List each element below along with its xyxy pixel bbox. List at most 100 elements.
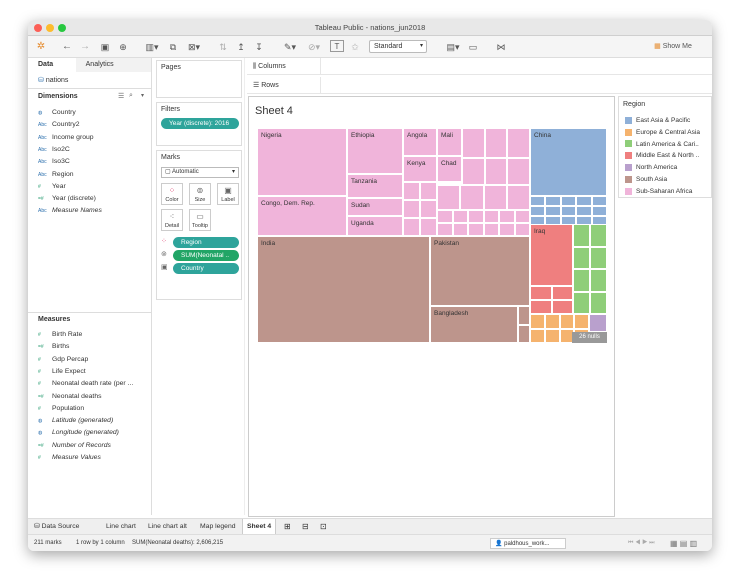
dimension-field[interactable]: Abc Iso3C — [38, 156, 70, 167]
treemap-cell-ethiopia[interactable]: Ethiopia — [347, 128, 403, 174]
user-menu[interactable]: 👤 paldhous_work... — [490, 538, 566, 549]
legend-item[interactable]: East Asia & Pacific — [625, 115, 690, 126]
treemap-cell-bangladesh[interactable]: Bangladesh — [430, 306, 518, 343]
columns-shelf[interactable]: ⫼ Columns — [247, 58, 712, 75]
measure-field[interactable]: =# Births — [38, 341, 69, 352]
highlight-icon[interactable]: ✎▾ — [283, 42, 297, 52]
treemap-cell-china[interactable]: China — [530, 128, 607, 196]
share-icon[interactable]: ⋈ — [496, 42, 506, 52]
treemap-cell[interactable] — [499, 210, 515, 223]
chevron-down-icon[interactable]: ▾ — [141, 93, 145, 99]
treemap-cell[interactable] — [518, 306, 530, 325]
measure-field[interactable]: =# Neonatal deaths — [38, 391, 102, 402]
treemap-cell[interactable] — [573, 291, 590, 314]
view-toggle-icon[interactable]: ☰ — [118, 93, 125, 100]
treemap-cell[interactable] — [530, 314, 545, 329]
sort-descending-icon[interactable]: ↧ — [255, 42, 263, 52]
treemap-cell[interactable] — [545, 196, 561, 206]
forward-icon[interactable]: → — [80, 41, 90, 52]
treemap-cell[interactable] — [530, 196, 546, 206]
dimension-field[interactable]: Abc Country2 — [38, 119, 80, 130]
legend-item[interactable]: Europe & Central Asia — [625, 127, 700, 138]
treemap-cell[interactable] — [403, 200, 420, 218]
legend-item[interactable]: North America — [625, 162, 677, 173]
sum-neonatal-pill[interactable]: SUM(Neonatal .. — [173, 250, 239, 261]
new-datasource-icon[interactable]: ⊕ — [119, 42, 127, 52]
treemap-cell[interactable] — [560, 196, 577, 206]
treemap-cell[interactable] — [403, 218, 420, 236]
tab-data-source[interactable]: ⛁ Data Source — [30, 519, 83, 535]
treemap-cell-uganda[interactable]: Uganda — [347, 216, 403, 236]
treemap-cell[interactable] — [576, 196, 592, 206]
country-pill[interactable]: Country — [173, 263, 239, 274]
legend-item[interactable]: South Asia — [625, 174, 667, 185]
show-me-button[interactable]: ▦ Show Me — [648, 40, 698, 54]
treemap-cell[interactable] — [420, 182, 437, 200]
tab-analytics[interactable]: Analytics — [75, 58, 151, 72]
treemap-cell[interactable] — [484, 158, 508, 185]
treemap-cell[interactable] — [591, 196, 607, 206]
treemap-cell[interactable] — [545, 206, 561, 216]
dimension-field[interactable]: Abc Iso2C — [38, 144, 70, 155]
dimension-field[interactable]: =# Year (discrete) — [38, 193, 96, 204]
group-icon[interactable]: ⊘▾ — [307, 42, 321, 52]
measure-field[interactable]: # Gdp Percap — [38, 354, 88, 365]
duplicate-sheet-icon[interactable]: ⧉ — [169, 42, 177, 52]
dimension-field[interactable]: # Year — [38, 181, 66, 192]
measure-field[interactable]: # Birth Rate — [38, 329, 82, 340]
treemap-cell[interactable] — [483, 210, 499, 223]
treemap-cell[interactable] — [514, 210, 530, 223]
treemap-cell[interactable] — [551, 286, 573, 300]
treemap-cell[interactable] — [518, 324, 530, 343]
treemap-cell[interactable] — [452, 223, 468, 236]
sheet-sorter-icon[interactable]: ▦ ▤ ▥ — [670, 539, 698, 548]
treemap-cell[interactable] — [551, 300, 573, 314]
filters-card[interactable]: Filters Year (discrete): 2016 — [156, 102, 242, 146]
fix-axes-icon[interactable]: ✩ — [351, 42, 359, 52]
treemap-cell[interactable] — [530, 328, 545, 343]
mark-type-select[interactable]: ▢ Automatic ▾ — [161, 167, 239, 178]
treemap-cell-kenya[interactable]: Kenya — [403, 156, 437, 182]
region-pill[interactable]: Region — [173, 237, 239, 248]
measure-field[interactable]: # Neonatal death rate (per ... — [38, 378, 133, 389]
treemap-cell[interactable] — [437, 185, 461, 210]
treemap-cell[interactable] — [590, 269, 607, 292]
legend-item[interactable]: Middle East & North .. — [625, 150, 699, 161]
new-worksheet-icon[interactable]: ▥▾ — [145, 42, 159, 52]
tab-map-legend[interactable]: Map legend — [200, 523, 236, 530]
measure-field[interactable]: # Measure Values — [38, 452, 101, 463]
treemap-cell-tanzania[interactable]: Tanzania — [347, 174, 403, 198]
treemap-cell[interactable] — [559, 314, 575, 329]
label-button[interactable]: ▣ Label — [217, 183, 239, 205]
treemap-cell-angola[interactable]: Angola — [403, 128, 437, 156]
treemap-cell[interactable] — [589, 314, 607, 332]
legend-item[interactable]: Sub-Saharan Africa — [625, 186, 692, 197]
back-icon[interactable]: ← — [62, 41, 72, 52]
detail-button[interactable]: ⁖ Detail — [161, 209, 183, 231]
tab-line-chart[interactable]: Line chart — [106, 523, 136, 530]
treemap-cell-sudan[interactable]: Sudan — [347, 198, 403, 216]
close-window-button[interactable] — [34, 24, 42, 32]
treemap-cell[interactable] — [507, 158, 530, 185]
treemap-cell[interactable] — [462, 128, 485, 158]
presentation-icon[interactable]: ▭ — [468, 42, 478, 52]
treemap-cell[interactable] — [483, 223, 499, 236]
dimension-field[interactable]: ◍ Country — [38, 107, 76, 118]
treemap-cell[interactable] — [437, 223, 453, 236]
dimension-field[interactable]: Abc Measure Names — [38, 205, 102, 216]
treemap-cell[interactable] — [460, 185, 484, 210]
treemap-cell[interactable] — [530, 300, 552, 314]
measure-field[interactable]: ◍ Latitude (generated) — [38, 415, 113, 426]
treemap-cell[interactable] — [530, 286, 552, 300]
filter-pill[interactable]: Year (discrete): 2016 — [161, 118, 239, 129]
treemap-cell[interactable] — [574, 314, 589, 329]
sort-ascending-icon[interactable]: ↥ — [237, 42, 245, 52]
measure-field[interactable]: =# Number of Records — [38, 440, 111, 451]
treemap-cell[interactable] — [514, 223, 530, 236]
navigation-icon[interactable]: ⏮ ◀ ▶ ⏭ — [628, 540, 655, 546]
treemap-cell[interactable] — [468, 210, 484, 223]
treemap[interactable]: Nigeria Congo, Dem. Rep. Ethiopia Tanzania S… — [257, 128, 607, 343]
measure-field[interactable]: # Population — [38, 403, 84, 414]
show-cards-icon[interactable]: ▤▾ — [446, 42, 460, 52]
new-dashboard-icon[interactable]: ⊟ — [302, 522, 309, 531]
